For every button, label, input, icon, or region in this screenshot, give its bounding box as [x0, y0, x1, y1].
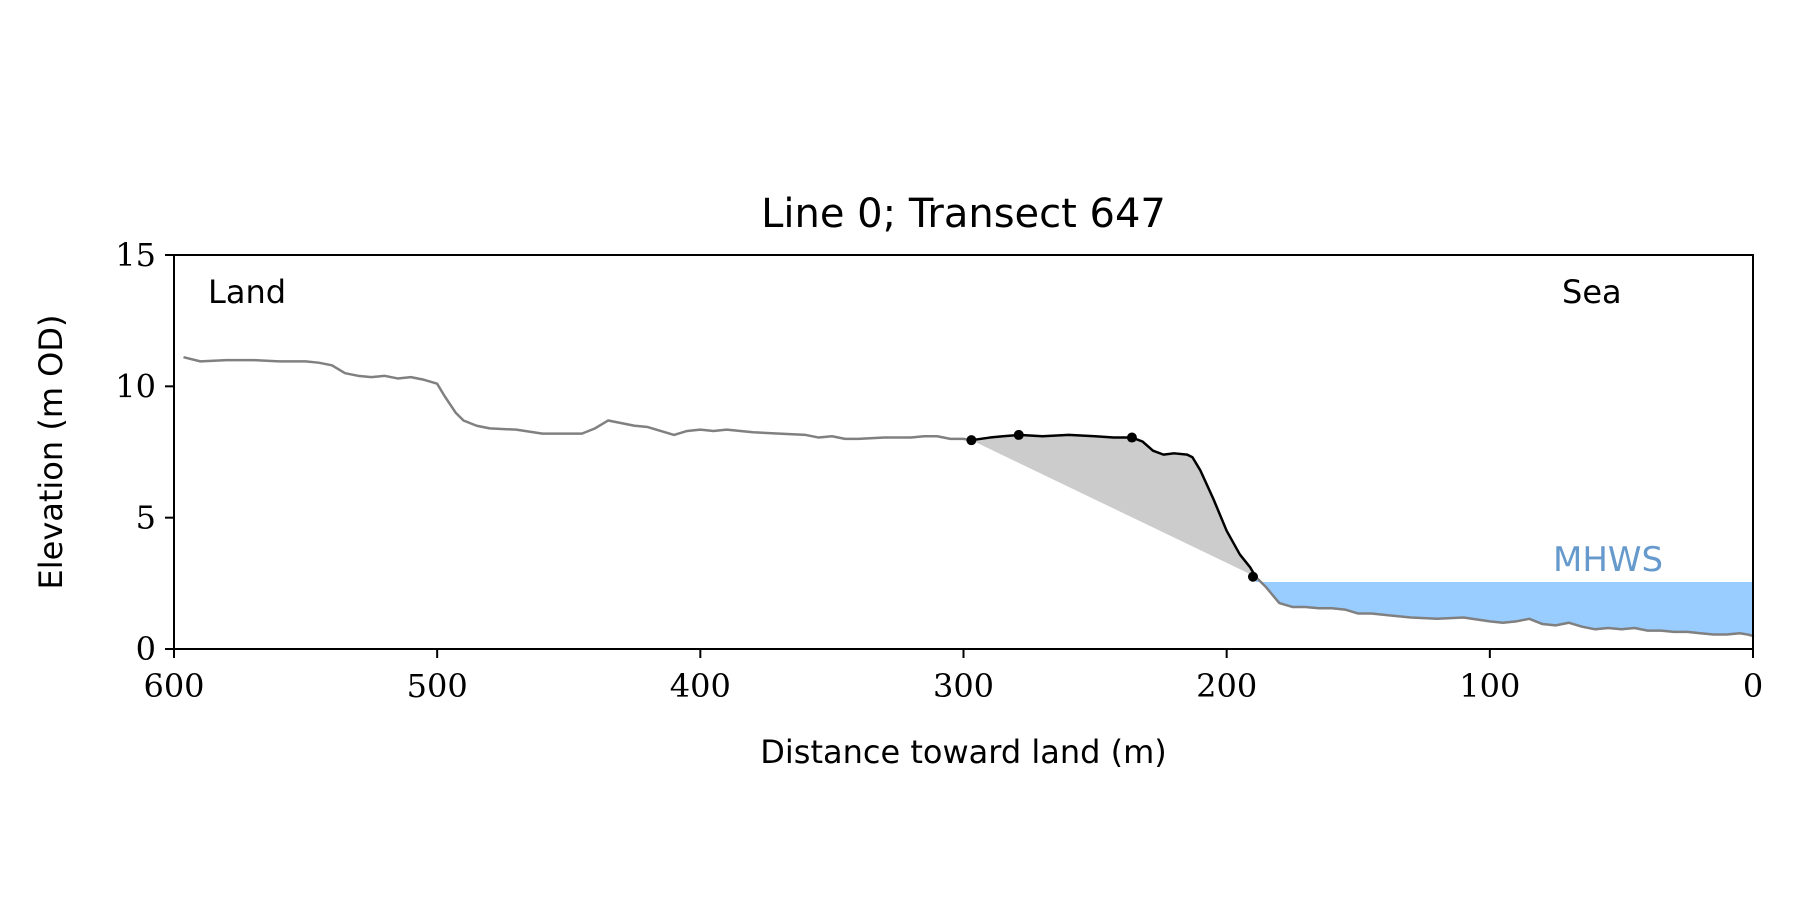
x-tick-label: 0	[1743, 667, 1763, 705]
chart-title: Line 0; Transect 647	[761, 191, 1166, 237]
land-annotation: Land	[208, 273, 286, 311]
mhws-water-fill	[1255, 576, 1753, 636]
profile-line-foreshore	[1254, 575, 1755, 638]
cliff-marker-point	[1126, 432, 1137, 443]
x-axis-label: Distance toward land (m)	[760, 733, 1166, 771]
x-tick-label: 300	[933, 667, 994, 705]
y-tick-label: 10	[115, 367, 156, 405]
cliff-marker-point	[966, 435, 977, 446]
axis-ticks: 600 500 400 300 200 100 0 0 5 10 15	[115, 236, 1763, 705]
x-tick-label: 100	[1459, 667, 1520, 705]
x-tick-label: 600	[143, 667, 204, 705]
x-tick-label: 500	[407, 667, 468, 705]
sea-annotation: Sea	[1562, 273, 1622, 311]
cliff-profile-line	[970, 433, 1257, 579]
profile-line-landward	[183, 356, 973, 442]
plot-area	[183, 356, 1755, 638]
y-tick-label: 5	[136, 499, 156, 537]
x-tick-label: 400	[670, 667, 731, 705]
y-tick-label: 0	[136, 630, 156, 668]
y-tick-label: 15	[115, 236, 156, 274]
mhws-label: MHWS	[1553, 540, 1663, 580]
cliff-area-fill	[971, 434, 1256, 577]
y-axis-label: Elevation (m OD)	[32, 315, 70, 590]
x-tick-label: 200	[1196, 667, 1257, 705]
cliff-marker-point	[1013, 429, 1024, 440]
cliff-marker-point	[1247, 571, 1258, 582]
